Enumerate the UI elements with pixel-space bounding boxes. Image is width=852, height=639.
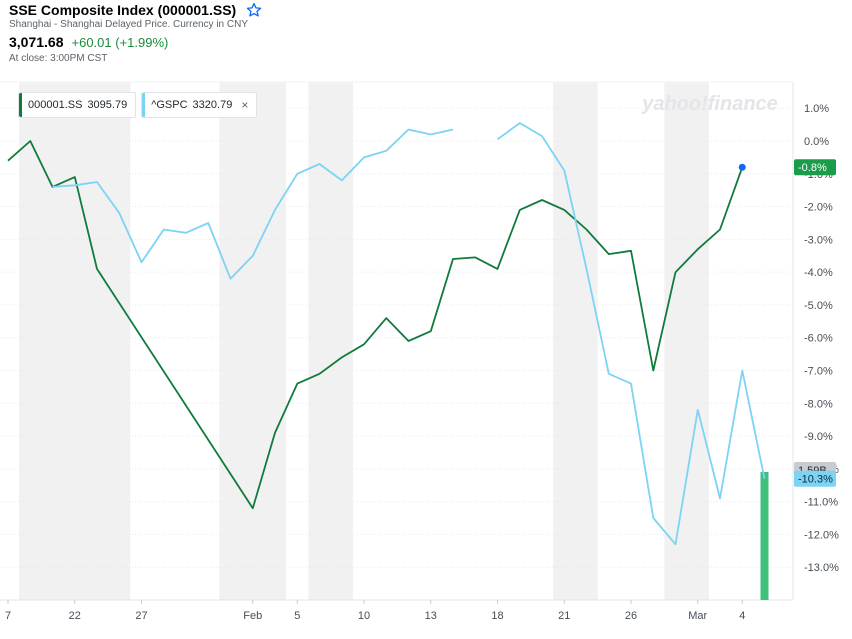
chart-legend: 000001.SS 3095.79 ^GSPC 3320.79 × bbox=[18, 92, 262, 118]
x-tick-label: 27 bbox=[135, 610, 147, 622]
legend-value-gspc: 3320.79 bbox=[192, 99, 233, 111]
y-tick-label: -13.0% bbox=[804, 562, 839, 574]
x-tick-label: 18 bbox=[491, 610, 503, 622]
y-tick-label: -5.0% bbox=[804, 300, 833, 312]
shaded-band bbox=[664, 82, 709, 600]
x-tick-label: 22 bbox=[69, 610, 81, 622]
y-tick-label: -9.0% bbox=[804, 431, 833, 443]
exchange-subtitle: Shanghai - Shanghai Delayed Price. Curre… bbox=[9, 19, 249, 30]
y-tick-label: -11.0% bbox=[804, 497, 838, 509]
legend-item-gspc[interactable]: ^GSPC 3320.79 × bbox=[141, 92, 258, 118]
x-tick-label: 13 bbox=[425, 610, 437, 622]
sse-last-badge-bg bbox=[794, 159, 836, 176]
x-tick-label: Mar bbox=[688, 610, 707, 622]
y-tick-label: 1.0% bbox=[804, 103, 829, 115]
x-tick-label: 5 bbox=[294, 610, 300, 622]
yahoo-finance-watermark: yahoo!finance bbox=[641, 93, 778, 115]
volume-bar bbox=[760, 472, 769, 600]
legend-swatch-gspc bbox=[142, 93, 146, 117]
gspc-last-badge-bg bbox=[794, 470, 836, 487]
last-point-dot bbox=[738, 163, 746, 171]
current-price: 3,071.68 bbox=[9, 34, 64, 50]
sse-line[interactable] bbox=[7, 140, 744, 510]
y-tick-label: -6.0% bbox=[804, 333, 833, 345]
legend-item-sse[interactable]: 000001.SS 3095.79 bbox=[18, 92, 137, 118]
shaded-band bbox=[19, 82, 131, 600]
page-title: SSE Composite Index (000001.SS) bbox=[9, 2, 237, 18]
y-tick-label: -12.0% bbox=[804, 529, 839, 541]
gspc-line[interactable] bbox=[496, 122, 766, 546]
y-tick-label: -4.0% bbox=[804, 267, 833, 279]
legend-symbol-gspc: ^GSPC bbox=[151, 99, 188, 111]
quote-header: SSE Composite Index (000001.SS) Shanghai… bbox=[9, 2, 262, 64]
y-tick-label: -8.0% bbox=[804, 398, 833, 410]
close-icon[interactable]: × bbox=[241, 98, 249, 112]
x-tick-label: 21 bbox=[558, 610, 570, 622]
x-tick-label: Feb bbox=[243, 610, 262, 622]
sse-last-badge: -0.8% bbox=[798, 162, 827, 174]
legend-symbol-sse: 000001.SS bbox=[28, 99, 83, 111]
shaded-band bbox=[219, 82, 287, 600]
x-tick-label: 26 bbox=[625, 610, 637, 622]
y-tick-label: -3.0% bbox=[804, 234, 833, 246]
legend-swatch-sse bbox=[19, 93, 22, 117]
shaded-band bbox=[553, 82, 598, 600]
legend-value-sse: 3095.79 bbox=[87, 99, 128, 111]
y-tick-label: -2.0% bbox=[804, 202, 833, 214]
x-tick-label: 10 bbox=[358, 610, 370, 622]
x-tick-label: 7 bbox=[5, 610, 11, 622]
gspc-last-badge: -10.3% bbox=[798, 474, 833, 486]
close-time: At close: 3:00PM CST bbox=[9, 53, 108, 64]
star-icon[interactable] bbox=[246, 2, 262, 18]
y-tick-label: -7.0% bbox=[804, 366, 833, 378]
shaded-band bbox=[308, 82, 353, 600]
price-change: +60.01 (+1.99%) bbox=[71, 35, 169, 50]
y-tick-label: 0.0% bbox=[804, 136, 829, 148]
x-tick-label: 4 bbox=[739, 610, 745, 622]
gspc-line[interactable] bbox=[52, 128, 454, 280]
